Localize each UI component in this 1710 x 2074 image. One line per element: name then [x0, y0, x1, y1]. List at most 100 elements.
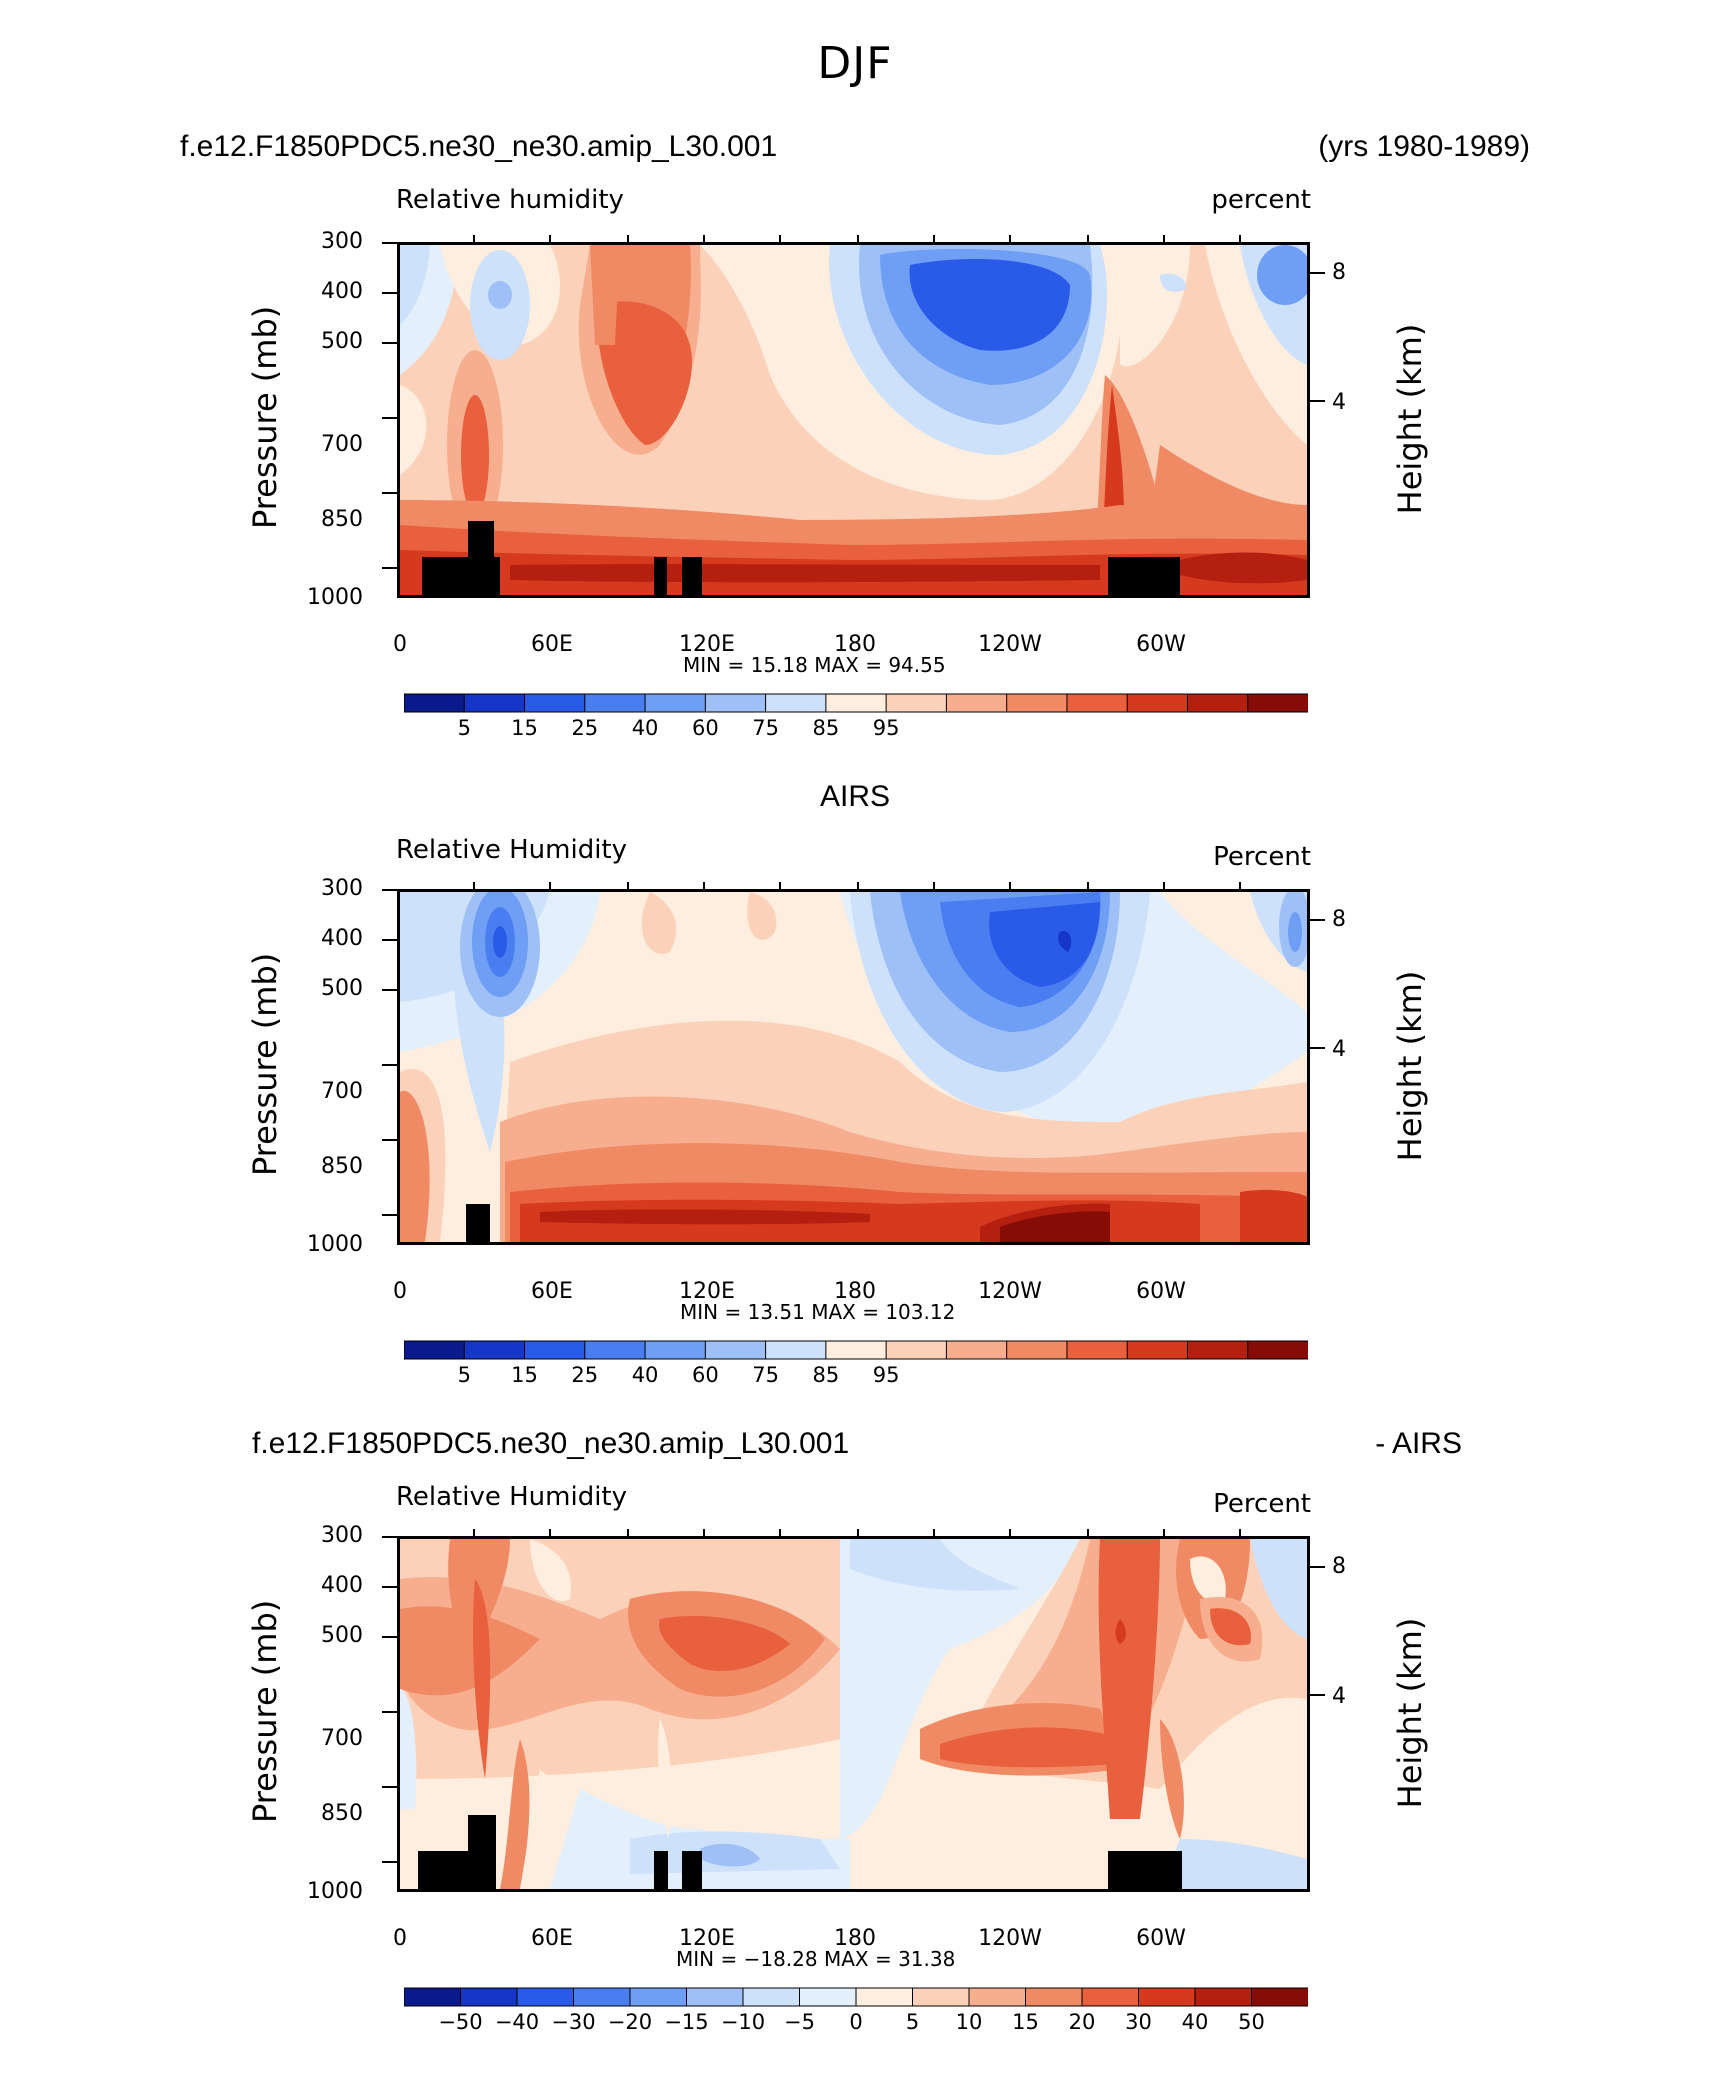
panel3-colorbar-label: 30	[1125, 2010, 1152, 2034]
panel3-colorbar-label: −10	[720, 2010, 766, 2034]
panel2-colorbar-label: 95	[872, 1363, 900, 1387]
panel1-y2-axis-title: Height (km)	[1391, 323, 1429, 515]
panel3-colorbar-label: 15	[1012, 2010, 1039, 2034]
colorbar-swatch	[460, 1987, 518, 2007]
panel2-contour-field	[400, 892, 1307, 1242]
panel3-ytick-label: 850	[321, 1801, 363, 1826]
panel3-xtick-label: 180	[834, 1926, 876, 1951]
colorbar-swatch	[855, 1987, 914, 2007]
panel1-ytick-label: 500	[321, 329, 363, 354]
colorbar-swatch	[1126, 693, 1189, 713]
colorbar-swatch	[1006, 693, 1068, 713]
panel2-case-title: AIRS	[819, 780, 891, 813]
panel3-field-label: Relative Humidity	[396, 1482, 628, 1512]
colorbar-swatch	[1066, 1340, 1129, 1360]
panel1-years-label: (yrs 1980-1989)	[1318, 130, 1530, 163]
panel3-ytick-label: 300	[321, 1523, 363, 1548]
panel2-ytick-label: 1000	[307, 1232, 363, 1257]
panel2-colorbar	[404, 1340, 1308, 1360]
panel3-colorbar-label: 0	[849, 2010, 863, 2034]
colorbar-swatch	[1247, 1340, 1308, 1360]
colorbar-swatch	[1138, 1987, 1196, 2007]
panel3-xtick-label: 120E	[679, 1926, 735, 1951]
panel1-y2tick-label: 4	[1332, 390, 1346, 415]
panel1-xtick-label: 120E	[679, 632, 735, 657]
panel2-y2-axis-title: Height (km)	[1391, 970, 1429, 1162]
panel1-plot-area	[397, 242, 1310, 598]
panel1-xtick-label: 0	[393, 632, 407, 657]
panel3-y2tick-label: 8	[1332, 1554, 1346, 1579]
panel3-min-max: MIN = −18.28 MAX = 31.38	[676, 1947, 956, 1971]
panel3-ytick-label: 500	[321, 1623, 363, 1648]
colorbar-swatch	[573, 1987, 631, 2007]
panel2-field-label: Relative Humidity	[396, 835, 628, 865]
colorbar-swatch	[404, 693, 466, 713]
panel3-units-label: Percent	[1213, 1489, 1311, 1519]
colorbar-swatch	[704, 693, 767, 713]
panel3-colorbar-label: 5	[905, 2010, 920, 2034]
colorbar-swatch	[686, 1987, 744, 2007]
panel3-xtick-label: 60W	[1136, 1926, 1186, 1951]
panel3-ytick-label: 700	[321, 1726, 363, 1751]
panel1-contour-field	[400, 245, 1307, 595]
panel1-colorbar-label: 85	[812, 716, 840, 740]
panel3-ytick-label: 400	[321, 1573, 363, 1598]
panel3-colorbar-label: 40	[1181, 2010, 1209, 2034]
colorbar-swatch	[404, 1340, 466, 1360]
panel3-colorbar-labels: −50 −40 −30 −20 −15 −10 −5 0 5 10 15 20 …	[404, 2010, 1308, 2038]
colorbar-swatch	[799, 1987, 857, 2007]
panel1-xtick-label: 180	[834, 632, 876, 657]
panel1-y2tick-label: 8	[1332, 260, 1346, 285]
panel1-min-max: MIN = 15.18 MAX = 94.55	[683, 653, 946, 677]
colorbar-swatch	[644, 693, 707, 713]
panel1-field-label: Relative humidity	[396, 185, 624, 215]
panel3-diff-label: - AIRS	[1375, 1427, 1462, 1460]
panel3-y2-axis-title: Height (km)	[1391, 1617, 1429, 1809]
colorbar-swatch	[1025, 1987, 1083, 2007]
colorbar-swatch	[644, 1340, 707, 1360]
panel3-colorbar-label: −30	[551, 2010, 596, 2034]
panel1-units-label: percent	[1211, 185, 1311, 215]
panel2-ytick-label: 700	[321, 1079, 363, 1104]
colorbar-swatch	[629, 1987, 688, 2007]
panel1-y-axis-title: Pressure (mb)	[246, 305, 284, 529]
colorbar-swatch	[885, 1340, 948, 1360]
panel2-ytick-label: 400	[321, 926, 363, 951]
panel1-ytick-label: 1000	[307, 585, 363, 610]
panel3-colorbar-label: 50	[1238, 2010, 1265, 2034]
colorbar-swatch	[584, 693, 647, 713]
panel1-colorbar-label: 60	[691, 716, 719, 740]
panel1-axes-ticks	[382, 235, 1325, 569]
panel1-colorbar-labels: 5 15 25 40 60 75 85 95	[404, 716, 1308, 744]
colorbar-swatch	[524, 1340, 586, 1360]
panel2-y-axis-title: Pressure (mb)	[246, 952, 284, 1176]
panel2-xtick-label: 120W	[978, 1279, 1042, 1304]
colorbar-swatch	[1186, 693, 1249, 713]
panel2-colorbar-label: 15	[511, 1363, 538, 1387]
panel2-units-label: Percent	[1213, 842, 1311, 872]
panel1-colorbar-label: 40	[631, 716, 659, 740]
colorbar-swatch	[885, 693, 948, 713]
colorbar-swatch	[704, 1340, 767, 1360]
panel1-colorbar	[404, 693, 1308, 713]
panel3-ytick-label: 1000	[307, 1879, 363, 1904]
panel1-xtick-label: 120W	[978, 632, 1042, 657]
panel1-ytick-label: 400	[321, 279, 363, 304]
panel2-colorbar-label: 5	[457, 1363, 471, 1387]
panel1-colorbar-label: 15	[511, 716, 538, 740]
panel2-min-max: MIN = 13.51 MAX = 103.12	[680, 1300, 956, 1324]
panel2-colorbar-labels: 5 15 25 40 60 75 85 95	[404, 1363, 1308, 1391]
colorbar-swatch	[765, 1340, 827, 1360]
colorbar-swatch	[742, 1987, 801, 2007]
panel3-y-axis-title: Pressure (mb)	[246, 1599, 284, 1823]
panel3-colorbar-label: 10	[955, 2010, 983, 2034]
panel2-xtick-label: 120E	[679, 1279, 735, 1304]
panel2-ytick-label: 850	[321, 1154, 363, 1179]
panel2-ytick-label: 300	[321, 876, 363, 901]
panel1-colorbar-label: 5	[457, 716, 471, 740]
panel2-ytick-label: 500	[321, 976, 363, 1001]
panel1-xtick-label: 60E	[531, 632, 573, 657]
colorbar-swatch	[463, 693, 526, 713]
colorbar-swatch	[1006, 1340, 1068, 1360]
colorbar-swatch	[825, 693, 888, 713]
